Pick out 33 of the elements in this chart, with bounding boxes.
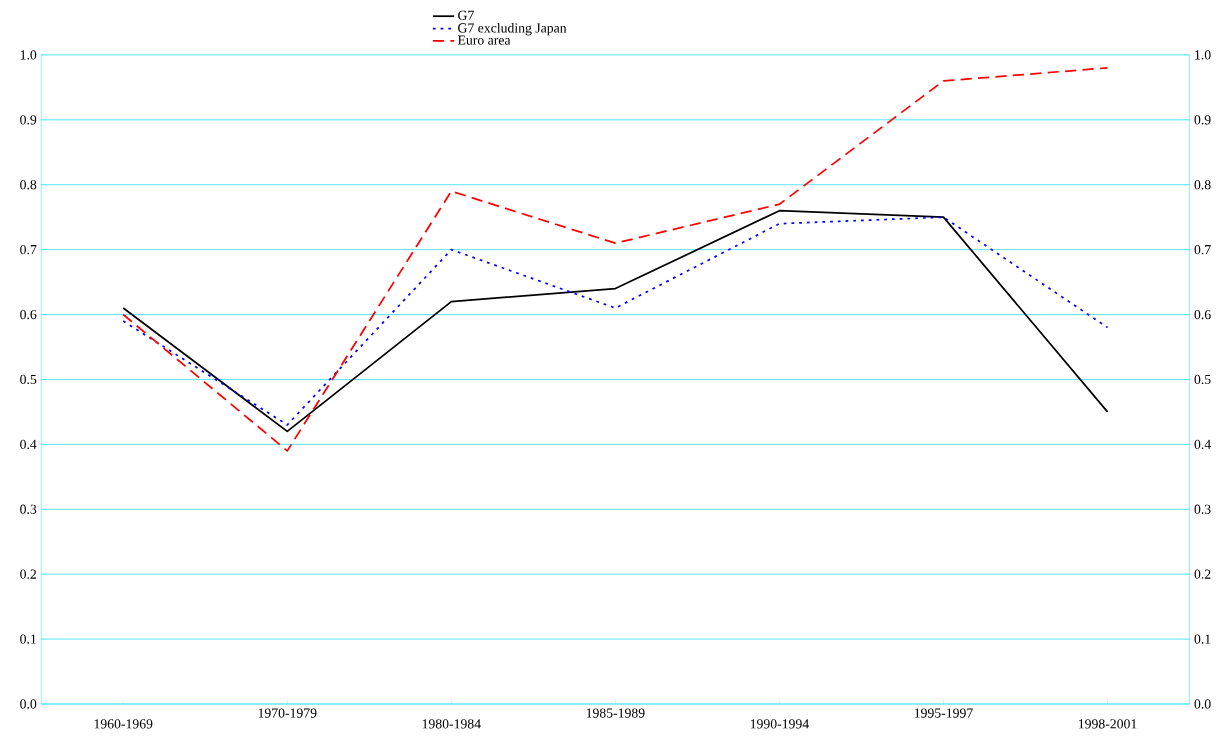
y2-tick-label: 0.3 (1194, 504, 1211, 514)
y-tick-label: 0.3 (20, 504, 37, 514)
y-tick-label: 0.6 (20, 309, 37, 320)
legend-label: G7 (458, 10, 474, 20)
x-tick-label: 1990-1994 (750, 719, 809, 729)
x-tick-label: 1985-1989 (586, 708, 645, 718)
y2-tick-label: 0.6 (1194, 309, 1211, 320)
y2-tick-label: 0.4 (1194, 439, 1211, 450)
y2-tick-label: 0.7 (1194, 245, 1211, 255)
y2-tick-label: 0.8 (1194, 180, 1211, 190)
y-tick-label: 0.2 (20, 569, 37, 579)
x-tick-label: 1960-1969 (94, 719, 153, 729)
y2-tick-label: 0.2 (1194, 569, 1211, 579)
legend-label: Euro area (457, 35, 511, 45)
x-tick-label: 1995-1997 (914, 708, 973, 718)
y-tick-label: 0.5 (20, 374, 37, 385)
y-tick-label: 0.8 (20, 180, 37, 190)
x-tick-label: 1970-1979 (258, 708, 317, 718)
y2-tick-label: 0.1 (1194, 634, 1211, 644)
y2-tick-label: 0.9 (1194, 115, 1211, 125)
x-tick-label: 1980-1984 (422, 719, 481, 729)
y-tick-label: 0.9 (20, 115, 37, 125)
y2-tick-label: 1.0 (1195, 50, 1211, 60)
legend-label: G7 excluding Japan (458, 22, 567, 36)
y-tick-label: 0.7 (20, 245, 37, 255)
y2-tick-label: 0.0 (1194, 699, 1211, 709)
y-tick-label: 1.0 (20, 50, 37, 60)
y-tick-label: 0.4 (20, 439, 37, 450)
x-tick-label: 1998-2001 (1079, 719, 1137, 729)
y2-tick-label: 0.5 (1194, 374, 1211, 385)
line-series (122, 67, 1109, 452)
y-tick-label: 0.0 (20, 699, 37, 709)
y-tick-label: 0.1 (20, 634, 36, 644)
